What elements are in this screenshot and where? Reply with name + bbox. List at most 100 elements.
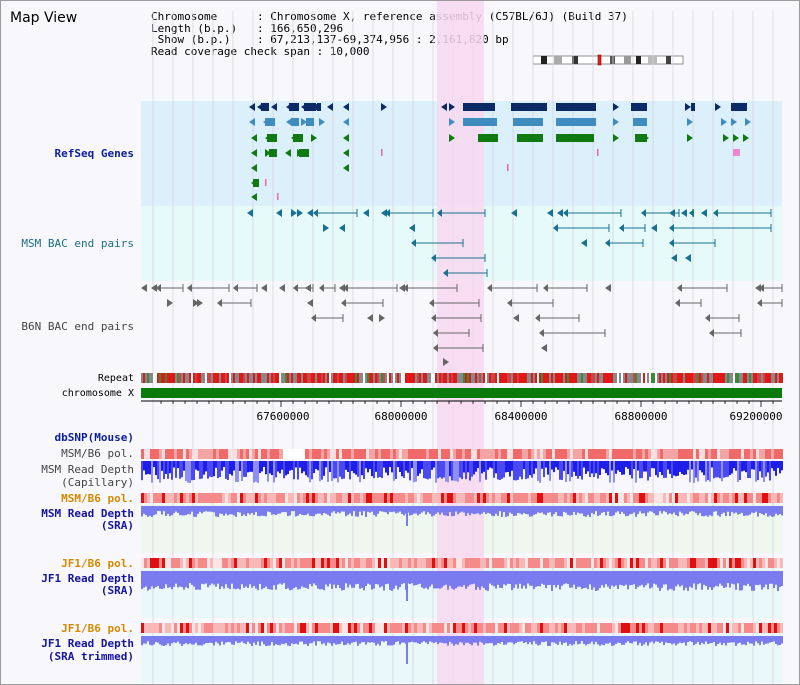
track-label-msm-depth-sra[interactable]: MSM Read Depth <box>41 507 134 520</box>
track-label-msm-bac[interactable]: MSM BAC end pairs <box>21 237 134 250</box>
read-depth-bar <box>393 461 395 481</box>
track-label-jf1-b6-pol-1[interactable]: JF1/B6 pol. <box>61 557 134 570</box>
polymorphism-cell <box>753 623 756 633</box>
read-depth-bar <box>267 461 269 482</box>
polymorphism-cell <box>696 623 699 633</box>
polymorphism-cell <box>627 493 630 503</box>
repeat-segment <box>543 373 545 383</box>
read-depth-bar <box>727 506 729 512</box>
track-label-msm-b6-pol-1[interactable]: MSM/B6 pol. <box>61 447 134 460</box>
track-label-b6n-bac[interactable]: B6N BAC end pairs <box>21 320 134 333</box>
polymorphism-cell <box>585 493 588 503</box>
read-depth-bar <box>383 506 385 512</box>
polymorphism-cell <box>210 623 213 633</box>
polymorphism-cell <box>261 623 264 633</box>
repeat-segment <box>501 373 503 383</box>
read-depth-bar <box>185 461 187 482</box>
read-depth-bar <box>745 571 747 586</box>
track-label-refseq-genes[interactable]: RefSeq Genes <box>54 147 134 160</box>
repeat-segment <box>529 373 531 383</box>
read-depth-bar <box>523 571 525 586</box>
polymorphism-cell <box>318 623 321 633</box>
repeat-segment <box>397 373 399 383</box>
read-depth-bar <box>151 636 153 646</box>
read-depth-bar <box>453 461 455 481</box>
read-depth-bar <box>269 461 271 474</box>
polymorphism-cell <box>546 623 549 633</box>
read-depth-bar <box>733 461 735 469</box>
polymorphism-cell <box>450 493 453 503</box>
repeat-segment <box>341 373 343 383</box>
read-depth-bar <box>203 461 205 475</box>
track-label-dbsnp[interactable]: dbSNP(Mouse) <box>54 431 134 444</box>
polymorphism-cell <box>423 493 426 503</box>
read-depth-bar <box>423 461 425 479</box>
read-depth-bar <box>227 506 229 516</box>
repeat-segment <box>223 373 225 383</box>
read-depth-bar <box>161 461 163 471</box>
read-depth-bar <box>455 461 457 481</box>
track-label-repeat[interactable]: Repeat <box>97 373 134 384</box>
polymorphism-cell <box>153 493 156 503</box>
read-depth-bar <box>591 506 593 513</box>
read-depth-bar <box>351 461 353 472</box>
read-depth-bar <box>679 506 681 512</box>
read-depth-bar <box>219 636 221 646</box>
polymorphism-cell <box>753 493 756 503</box>
track-label-chromosome[interactable]: chromosome X <box>61 388 134 399</box>
track-label-jf1-depth-trimmed[interactable]: JF1 Read Depth <box>41 637 134 650</box>
polymorphism-cell <box>204 493 207 503</box>
read-depth-bar <box>761 506 763 515</box>
read-depth-bar <box>399 636 401 645</box>
read-depth-bar <box>499 506 501 512</box>
polymorphism-cell <box>429 558 432 568</box>
track-label-msm-depth-capillary[interactable]: MSM Read Depth <box>41 463 134 476</box>
read-depth-bar <box>617 571 619 589</box>
polymorphism-cell <box>573 493 576 503</box>
polymorphism-cell <box>264 623 267 633</box>
read-depth-bar <box>367 461 369 473</box>
polymorphism-cell <box>477 449 480 459</box>
polymorphism-cell <box>723 493 726 503</box>
read-depth-bar <box>265 636 267 646</box>
read-depth-bar <box>557 506 559 516</box>
polymorphism-cell <box>654 558 657 568</box>
chromosome-ideogram[interactable] <box>532 54 692 66</box>
repeat-segment <box>445 373 447 383</box>
polymorphism-cell <box>534 623 537 633</box>
repeat-segment <box>235 373 237 383</box>
read-depth-bar <box>625 636 627 643</box>
read-depth-bar <box>189 571 191 584</box>
read-depth-bar <box>717 571 719 587</box>
read-depth-bar <box>677 461 679 476</box>
track-label-jf1-depth-sra[interactable]: JF1 Read Depth <box>41 572 134 585</box>
gene-arrow <box>733 134 739 142</box>
read-depth-bar <box>555 506 557 513</box>
polymorphism-cell <box>660 449 663 459</box>
read-depth-bar <box>641 636 643 646</box>
repeat-segment <box>353 373 355 383</box>
read-depth-bar <box>199 461 201 480</box>
read-depth-bar <box>745 461 747 473</box>
polymorphism-cell <box>546 558 549 568</box>
read-depth-bar <box>667 571 669 591</box>
read-depth-bar <box>735 636 737 646</box>
read-depth-bar <box>247 461 249 473</box>
polymorphism-cell <box>162 449 165 459</box>
read-depth-bar <box>147 461 149 474</box>
read-depth-bar <box>545 461 547 468</box>
read-depth-bar <box>711 461 713 468</box>
track-label-jf1-b6-pol-2[interactable]: JF1/B6 pol. <box>61 622 134 635</box>
read-depth-bar <box>771 461 773 469</box>
polymorphism-cell <box>561 623 564 633</box>
gene-arrow <box>687 118 693 126</box>
polymorphism-cell <box>645 493 648 503</box>
polymorphism-cell <box>378 493 381 503</box>
read-depth-bar <box>177 636 179 642</box>
bac-end-marker <box>541 344 547 352</box>
read-depth-bar <box>673 506 675 513</box>
read-depth-bar <box>359 461 361 483</box>
track-label-msm-b6-pol-2[interactable]: MSM/B6 pol. <box>61 492 134 505</box>
read-depth-bar <box>193 506 195 517</box>
